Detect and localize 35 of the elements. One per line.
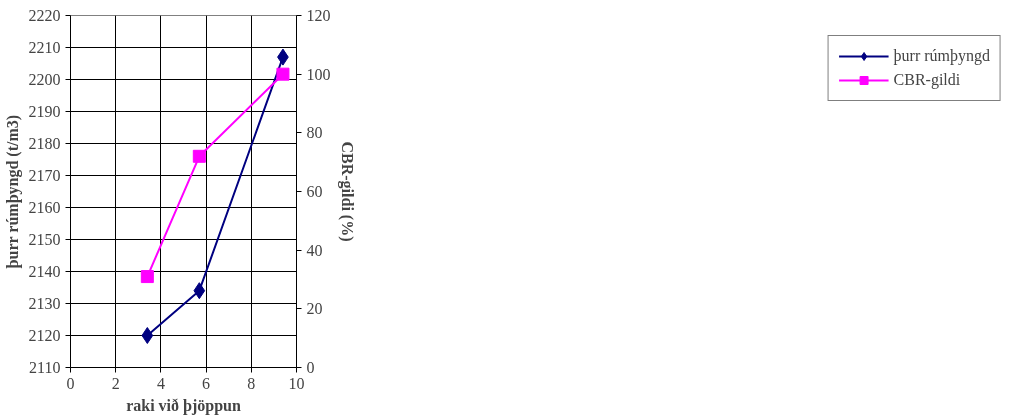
y-tick-label: 2170 bbox=[28, 167, 61, 184]
y-tick-label: 2160 bbox=[28, 199, 61, 216]
point bbox=[192, 149, 206, 163]
y-tick-label: 2120 bbox=[28, 327, 61, 344]
x-tick-label: 4 bbox=[156, 374, 165, 392]
y2-tick-label: 40 bbox=[306, 241, 323, 259]
x-tick-label: 10 bbox=[288, 374, 305, 392]
legend-label: CBR-gildi bbox=[893, 71, 961, 89]
point bbox=[193, 282, 206, 300]
legend-label: þurr rúmþyngd bbox=[893, 47, 990, 65]
x-axis-title: raki við þjöppun bbox=[126, 396, 241, 415]
point bbox=[276, 67, 290, 81]
point bbox=[140, 270, 154, 284]
x-tick-label: 0 bbox=[66, 374, 75, 392]
y2-tick-label: 60 bbox=[306, 183, 323, 200]
y-tick-label: 2180 bbox=[28, 135, 61, 152]
y2-tick-label: 80 bbox=[306, 124, 323, 142]
y-tick-label: 2210 bbox=[28, 39, 61, 56]
y2-tick-label: 120 bbox=[306, 7, 331, 24]
y2-axis-title: CBR-gildi (%) bbox=[337, 141, 356, 242]
y-tick-label: 2110 bbox=[29, 359, 61, 376]
y-tick-label: 2200 bbox=[28, 71, 61, 88]
point bbox=[141, 327, 154, 344]
x-tick-label: 6 bbox=[202, 374, 211, 392]
y2-tick-label: 20 bbox=[306, 300, 323, 318]
x-tick-label: 8 bbox=[247, 374, 256, 392]
x-tick-label: 2 bbox=[111, 374, 120, 392]
y-tick-label: 2130 bbox=[28, 295, 61, 312]
y2-tick-label: 0 bbox=[306, 359, 315, 376]
y-axis-title: þurr rúmþyngd (t/m3) bbox=[3, 114, 22, 269]
y2-tick-label: 100 bbox=[306, 65, 331, 83]
y-tick-label: 2190 bbox=[28, 103, 61, 120]
y-tick-label: 2140 bbox=[28, 263, 61, 280]
y-tick-label: 2150 bbox=[28, 231, 61, 248]
y-tick-label: 2220 bbox=[28, 7, 61, 24]
